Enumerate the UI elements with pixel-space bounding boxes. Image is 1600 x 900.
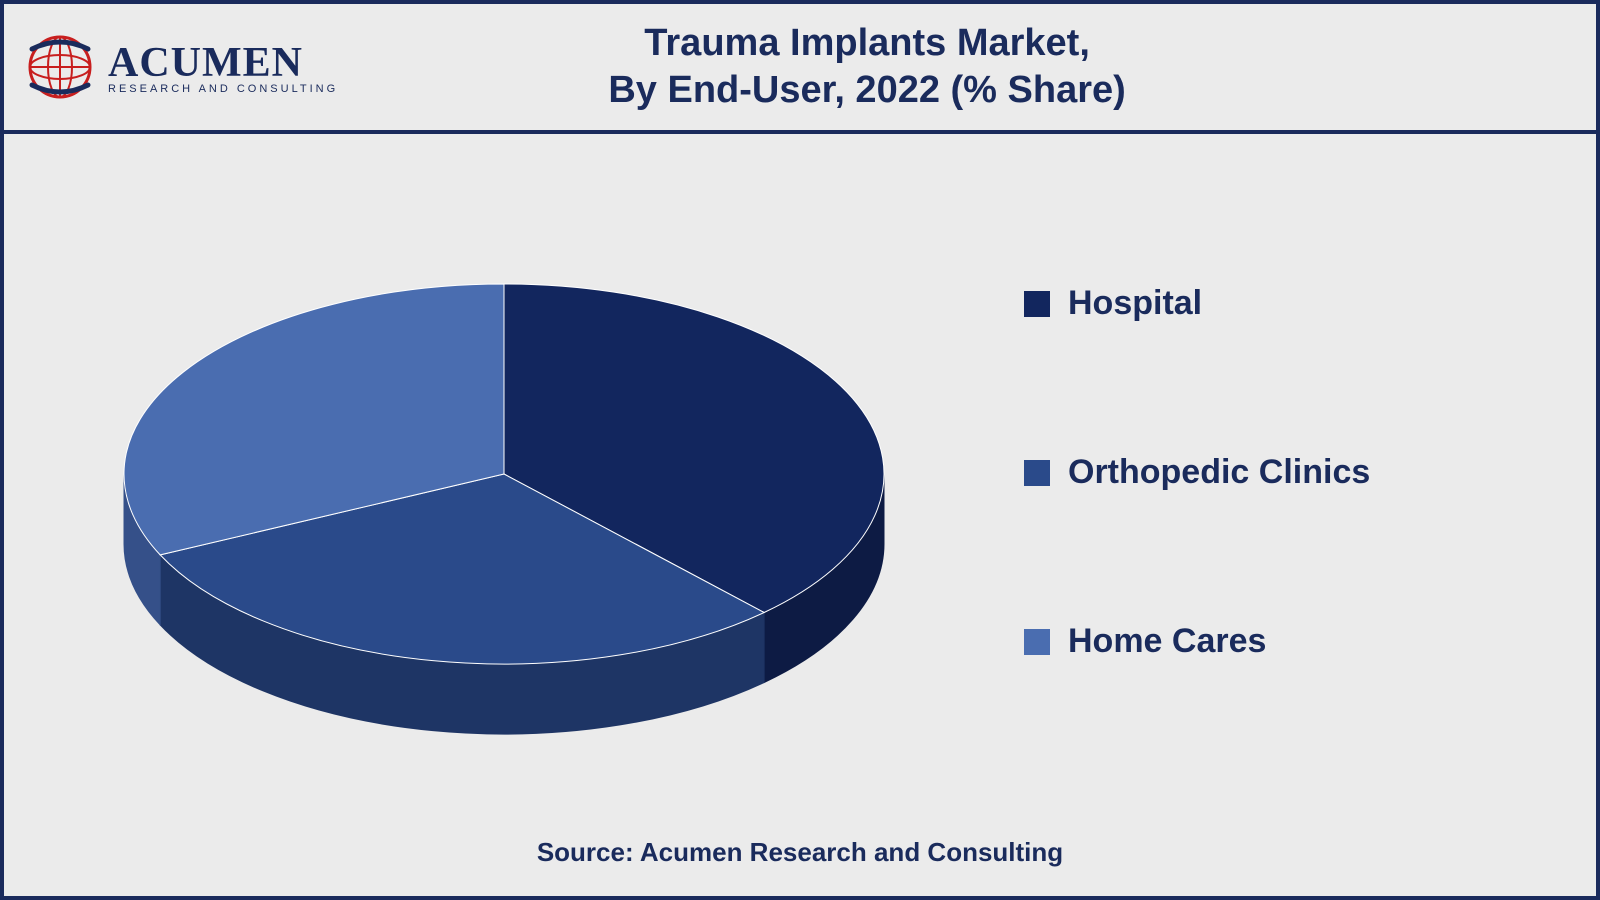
legend-label: Hospital (1068, 284, 1202, 323)
pie-chart (94, 244, 914, 764)
brand-tagline: RESEARCH AND CONSULTING (108, 83, 338, 95)
legend-swatch (1024, 629, 1050, 655)
brand-logo: ACUMEN RESEARCH AND CONSULTING (24, 31, 338, 103)
brand-text: ACUMEN RESEARCH AND CONSULTING (108, 39, 338, 95)
brand-name: ACUMEN (108, 39, 338, 87)
chart-body: Hospital Orthopedic Clinics Home Cares S… (4, 134, 1596, 896)
source-citation: Source: Acumen Research and Consulting (4, 837, 1596, 868)
chart-title: Trauma Implants Market, By End-User, 202… (338, 20, 1576, 115)
globe-icon (24, 31, 96, 103)
legend-item-orthopedic: Orthopedic Clinics (1024, 453, 1370, 492)
legend-item-hospital: Hospital (1024, 284, 1370, 323)
title-line-1: Trauma Implants Market, (338, 20, 1396, 68)
legend-swatch (1024, 291, 1050, 317)
infographic-frame: ACUMEN RESEARCH AND CONSULTING Trauma Im… (0, 0, 1600, 900)
legend: Hospital Orthopedic Clinics Home Cares (1024, 284, 1370, 661)
title-line-2: By End-User, 2022 (% Share) (338, 67, 1396, 115)
legend-swatch (1024, 460, 1050, 486)
legend-label: Orthopedic Clinics (1068, 453, 1370, 492)
header: ACUMEN RESEARCH AND CONSULTING Trauma Im… (4, 4, 1596, 134)
legend-label: Home Cares (1068, 622, 1266, 661)
legend-item-homecares: Home Cares (1024, 622, 1370, 661)
